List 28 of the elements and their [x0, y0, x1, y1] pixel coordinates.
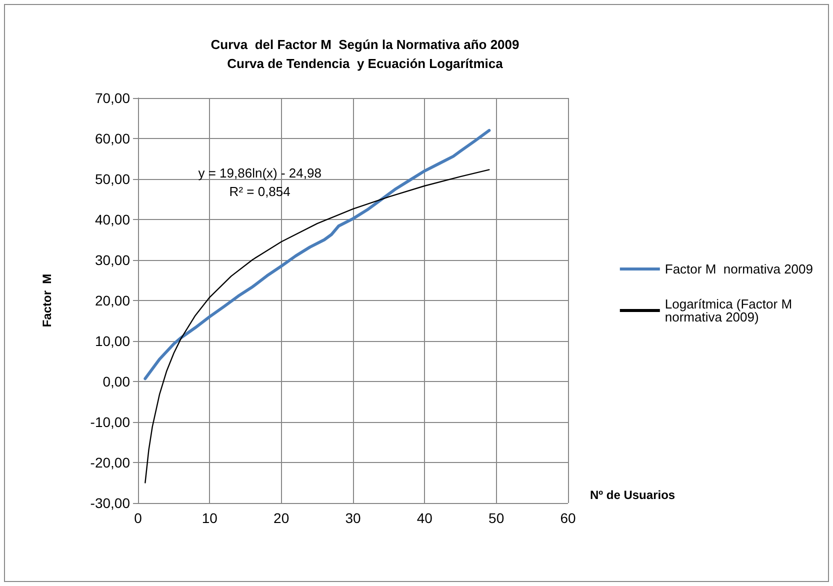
chart-title: Curva del Factor M Según la Normativa año 2009 — [210, 37, 520, 52]
y-tick-label: -20,00 — [90, 454, 130, 470]
y-tick-label: 40,00 — [94, 212, 130, 228]
y-tick-label: 50,00 — [94, 171, 130, 187]
legend-label: Factor M normativa 2009 — [664, 262, 814, 276]
x-axis-title: Nº de Usuarios — [590, 488, 676, 502]
chart-subtitle: Curva de Tendencia y Ecuación Logarítmica — [227, 56, 504, 71]
y-tick-label: 10,00 — [94, 333, 130, 349]
x-tick-label: 10 — [202, 510, 218, 526]
legend-label: Logarítmica (Factor M normativa 2009) — [664, 296, 796, 324]
x-tick-label: 20 — [274, 510, 290, 526]
line-series — [144, 169, 490, 484]
x-tick-label: 0 — [134, 510, 142, 526]
y-tick-label: 60,00 — [94, 130, 130, 146]
x-tick-label: 30 — [345, 510, 361, 526]
x-tick-label: 40 — [416, 510, 433, 526]
annotation: y = 19,86ln(x) - 24,98 — [198, 165, 322, 180]
annotation: R² = 0,854 — [229, 184, 290, 200]
y-tick-label: 0,00 — [102, 374, 130, 390]
y-tick-label: 70,00 — [94, 90, 130, 106]
x-tick-label: 60 — [560, 510, 576, 526]
y-axis-title: Factor M — [40, 274, 54, 328]
y-tick-label: 20,00 — [94, 292, 130, 308]
y-tick-label: -10,00 — [90, 414, 130, 430]
y-tick-label: 30,00 — [94, 252, 130, 268]
x-tick-label: 50 — [488, 510, 504, 526]
y-tick-label: -30,00 — [90, 495, 130, 511]
line-series — [144, 128, 491, 380]
